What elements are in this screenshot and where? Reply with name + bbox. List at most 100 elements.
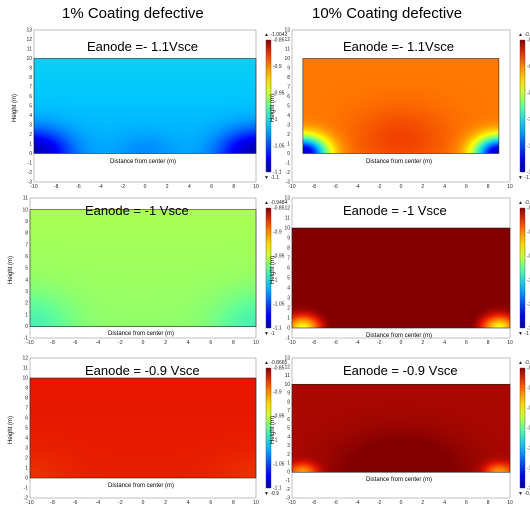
x-tick-label: -2 [121, 184, 126, 190]
colorbar-tick-label: -0.85 [527, 206, 530, 212]
colorbar-tick-label: -0.9 [527, 230, 530, 236]
x-tick-label: -6 [73, 340, 78, 346]
x-tick-label: -6 [333, 184, 338, 190]
colorbar-min-label: ▼ -1 [518, 331, 529, 337]
x-axis-label: Distance from center (m) [108, 483, 175, 489]
colorbar-tick-label: -1.1 [273, 170, 282, 176]
colorbar-max-label: ▲ -0.8772 [518, 32, 530, 38]
x-tick-label: 6 [209, 500, 212, 506]
y-axis-label: Height (m) [270, 255, 276, 284]
y-axis-label: Height (m) [270, 415, 276, 444]
y-tick-label: 3 [287, 443, 290, 449]
y-tick-label: 8 [25, 231, 28, 237]
x-tick-label: 2 [421, 500, 424, 506]
x-tick-label: -10 [26, 340, 33, 346]
x-tick-label: 8 [232, 184, 235, 190]
colorbar-tick-label: -0.85 [273, 206, 285, 212]
x-tick-label: -10 [288, 184, 295, 190]
x-tick-label: 2 [164, 340, 167, 346]
colorbar-tick-label: -1.1 [527, 170, 530, 176]
y-tick-label: -2 [286, 170, 291, 176]
y-tick-label: 3 [25, 446, 28, 452]
colorbar-tick-label: -1.1 [527, 486, 530, 492]
y-tick-label: -2 [286, 487, 291, 493]
y-tick-label: 10 [284, 226, 290, 232]
y-tick-label: 4 [25, 436, 28, 442]
colorbar-tick-label: -0.85 [527, 386, 530, 392]
y-tick-label: 11 [23, 366, 28, 372]
x-axis-label: Distance from center (m) [108, 331, 175, 338]
x-tick-label: -2 [377, 500, 382, 506]
y-tick-label: 12 [22, 356, 28, 362]
heatmap-panel-top-right: -10 -8 -6 -4 -2 0 2 4 6 8 10 -3 -2 -1 0 1 2 3 4 5 6 7 8 9 10 11 12… [262, 25, 530, 190]
x-tick-label: 8 [487, 340, 490, 346]
panel-title: Eanode = -1 Vsce [343, 203, 447, 218]
x-tick-label: 6 [465, 340, 468, 346]
colorbar-max-label: ▲ -0.9484 [264, 200, 288, 206]
column-title-1pct: 1% Coating defective [62, 5, 204, 22]
y-tick-label: 8 [287, 246, 290, 252]
colorbar-min-label: ▼ -1 [264, 331, 275, 337]
colorbar-tick-label: -1 [273, 117, 278, 123]
x-tick-label: -2 [377, 184, 382, 190]
colorbar-tick-label: -1.05 [273, 143, 285, 149]
x-tick-label: -4 [96, 340, 101, 346]
heatmap-field [292, 384, 510, 473]
x-tick-label: -6 [333, 340, 338, 346]
y-tick-label: -3 [28, 180, 33, 186]
y-tick-label: 2 [25, 301, 28, 307]
y-tick-label: 13 [26, 28, 32, 34]
y-tick-label: 7 [287, 408, 290, 414]
y-tick-label: 0 [29, 151, 32, 157]
colorbar-tick-label: -0.85 [273, 366, 285, 372]
domain-outline [302, 58, 500, 154]
colorbar-tick-label: -0.95 [527, 426, 530, 432]
x-tick-label: 4 [187, 500, 190, 506]
colorbar-tick-label: -1 [273, 278, 278, 284]
heatmap-svg-bottom-left: -10 -8 -6 -4 -2 0 2 4 6 8 10-2-10123456789101112-0… [22, 356, 287, 506]
x-tick-label: 4 [443, 500, 446, 506]
x-tick-label: -4 [355, 340, 360, 346]
y-tick-label: 2 [25, 456, 28, 462]
y-tick-label: 1 [29, 142, 32, 148]
x-tick-label: -10 [288, 340, 295, 346]
heatmap-panel-top-left: -10 -8 -6 -4 -2 0 2 4 6 8 10 -3 -2 -1 0 1 2 3 4 5 6 7 8 9 10 11 12… [2, 25, 288, 190]
y-tick-label: 9 [287, 391, 290, 397]
x-tick-label: 8 [487, 500, 490, 506]
heatmap-field [34, 58, 256, 154]
colorbar-max-label: ▲ -0.7824 [518, 360, 530, 366]
colorbar-tick-label: -0.9 [273, 64, 282, 70]
plot-frame [291, 29, 511, 183]
panel-title: Eanode = -0.9 Vsce [343, 363, 458, 378]
colorbar-tick-label: -1.05 [527, 302, 530, 308]
colorbar-tick-label: -0.9 [527, 406, 530, 412]
x-axis-label: Distance from center (m) [110, 158, 177, 165]
x-tick-label: -8 [50, 340, 55, 346]
colorbar-tick-label: -0.8 [527, 366, 530, 372]
x-tick-label: 6 [209, 340, 212, 346]
y-tick-label: 10 [22, 376, 28, 382]
y-tick-label: -1 [24, 336, 29, 342]
y-tick-label: 4 [25, 277, 28, 283]
colorbar-min-label: ▼ -0.9 [518, 491, 530, 497]
y-tick-label: 6 [29, 94, 32, 100]
domain-outline [291, 227, 511, 329]
x-tick-label: 0 [400, 500, 403, 506]
y-tick-label: 5 [25, 426, 28, 432]
y-tick-label: 9 [25, 386, 28, 392]
heatmap-field [302, 58, 499, 154]
y-tick-label: 7 [25, 406, 28, 412]
colorbar-tick-label: -0.9 [527, 64, 530, 70]
colorbar-tick-label: -1.1 [273, 326, 282, 332]
y-tick-label: 8 [287, 75, 290, 81]
y-tick-label: -1 [286, 336, 291, 342]
x-axis-label: Distance from center (m) [366, 158, 433, 165]
domain-outline [33, 58, 257, 154]
colorbar-tick-label: -0.95 [273, 91, 285, 97]
domain-outline [29, 377, 257, 479]
colorbar-min-label: ▼ -1.1 [518, 175, 530, 181]
y-tick-label: 9 [287, 236, 290, 242]
y-tick-label: 0 [25, 324, 28, 330]
y-tick-label: 0 [287, 151, 290, 157]
x-tick-label: -2 [377, 340, 382, 346]
